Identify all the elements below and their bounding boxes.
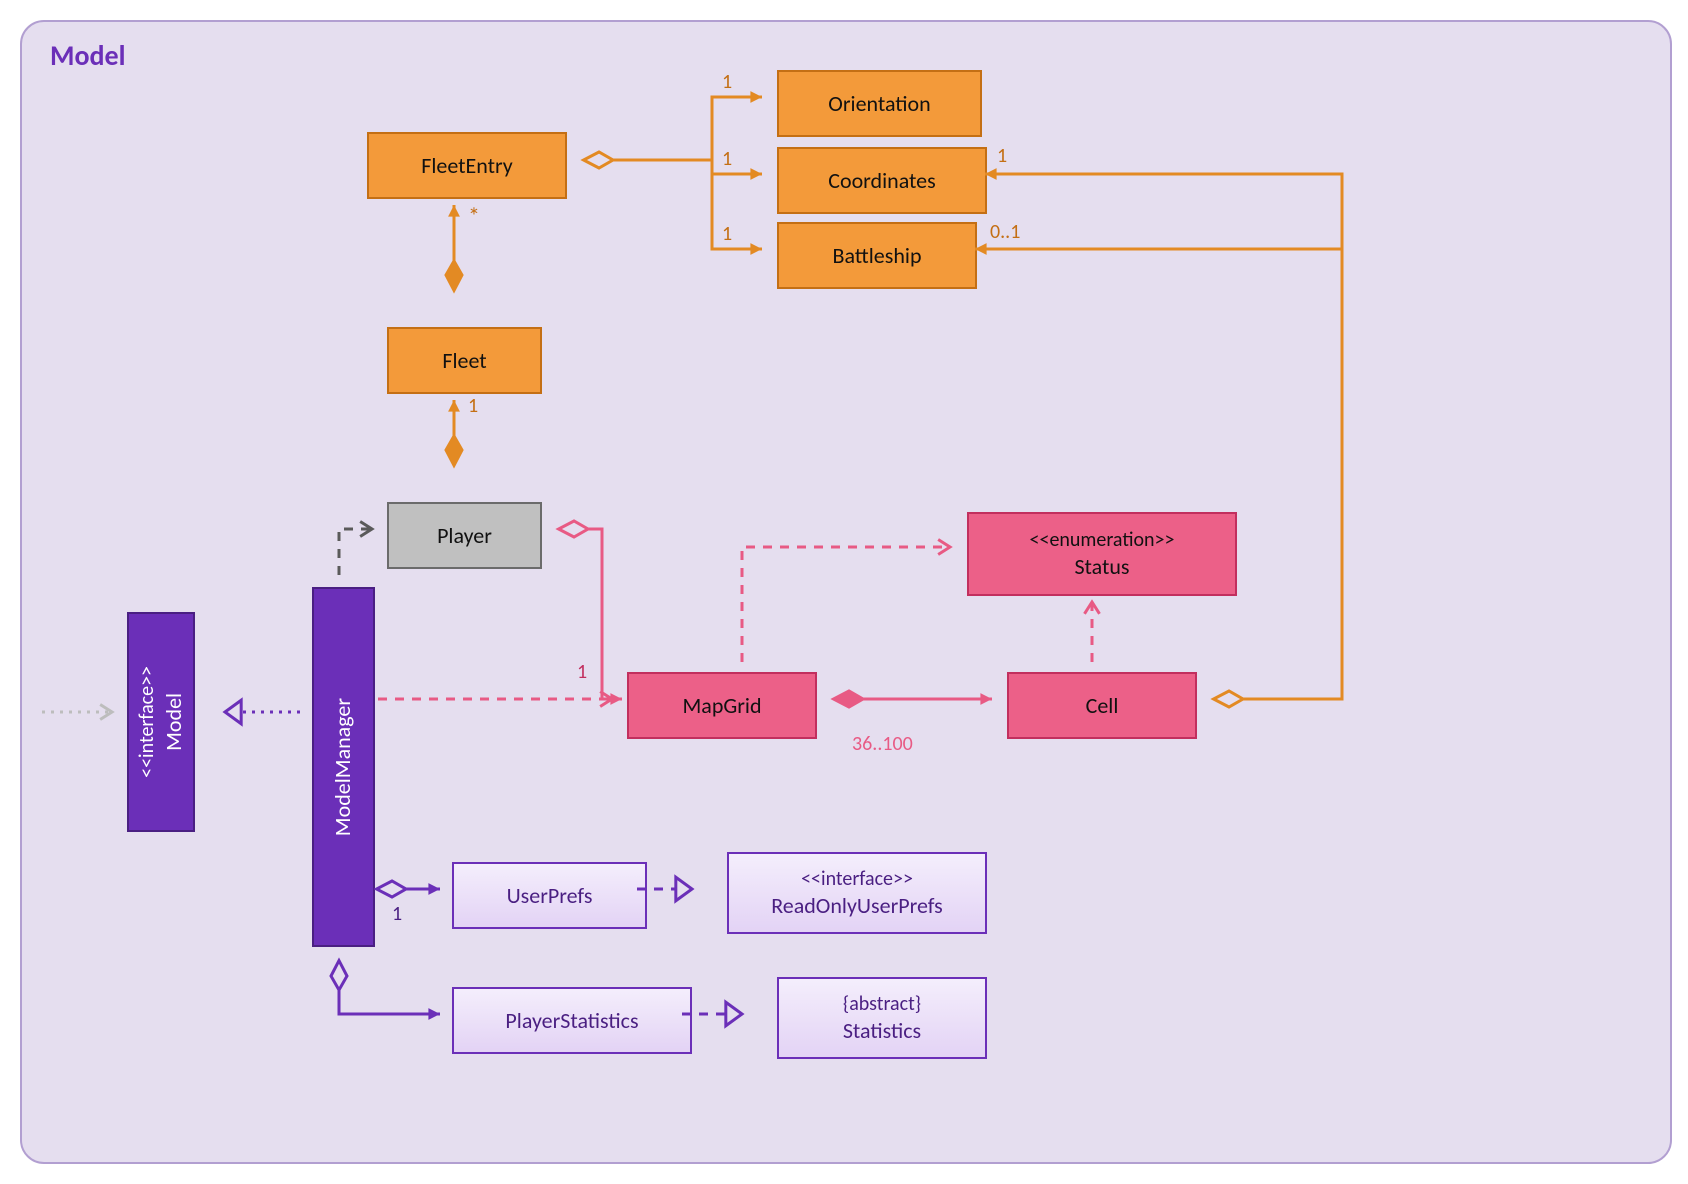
node-ModelInterface: <<interface>>Model <box>127 612 195 832</box>
multiplicity-label: 1 <box>722 147 732 171</box>
node-UserPrefs: UserPrefs <box>452 862 647 929</box>
node-ModelManager: ModelManager <box>312 587 375 947</box>
node-ReadOnlyUserPrefs: <<interface>>ReadOnlyUserPrefs <box>727 852 987 934</box>
model-frame: Model FleetEntry Orientation Coordinates Ba… <box>20 20 1672 1164</box>
node-Coordinates: Coordinates <box>777 147 987 214</box>
multiplicity-label: 1 <box>722 70 732 94</box>
node-Player: Player <box>387 502 542 569</box>
multiplicity-label: 1 <box>722 222 732 246</box>
frame-title: Model <box>50 38 126 73</box>
node-Fleet: Fleet <box>387 327 542 394</box>
multiplicity-label: 0..1 <box>990 220 1020 244</box>
node-Cell: Cell <box>1007 672 1197 739</box>
node-PlayerStatistics: PlayerStatistics <box>452 987 692 1054</box>
node-Status: <<enumeration>>Status <box>967 512 1237 596</box>
multiplicity-label: 1 <box>468 394 478 418</box>
node-FleetEntry: FleetEntry <box>367 132 567 199</box>
multiplicity-label: 1 <box>392 902 402 926</box>
node-MapGrid: MapGrid <box>627 672 817 739</box>
multiplicity-label: * <box>468 202 480 231</box>
multiplicity-label: 1 <box>577 660 587 684</box>
multiplicity-label: 36..100 <box>852 732 913 756</box>
node-Statistics: {abstract}Statistics <box>777 977 987 1059</box>
multiplicity-label: 1 <box>997 144 1007 168</box>
node-Orientation: Orientation <box>777 70 982 137</box>
node-Battleship: Battleship <box>777 222 977 289</box>
